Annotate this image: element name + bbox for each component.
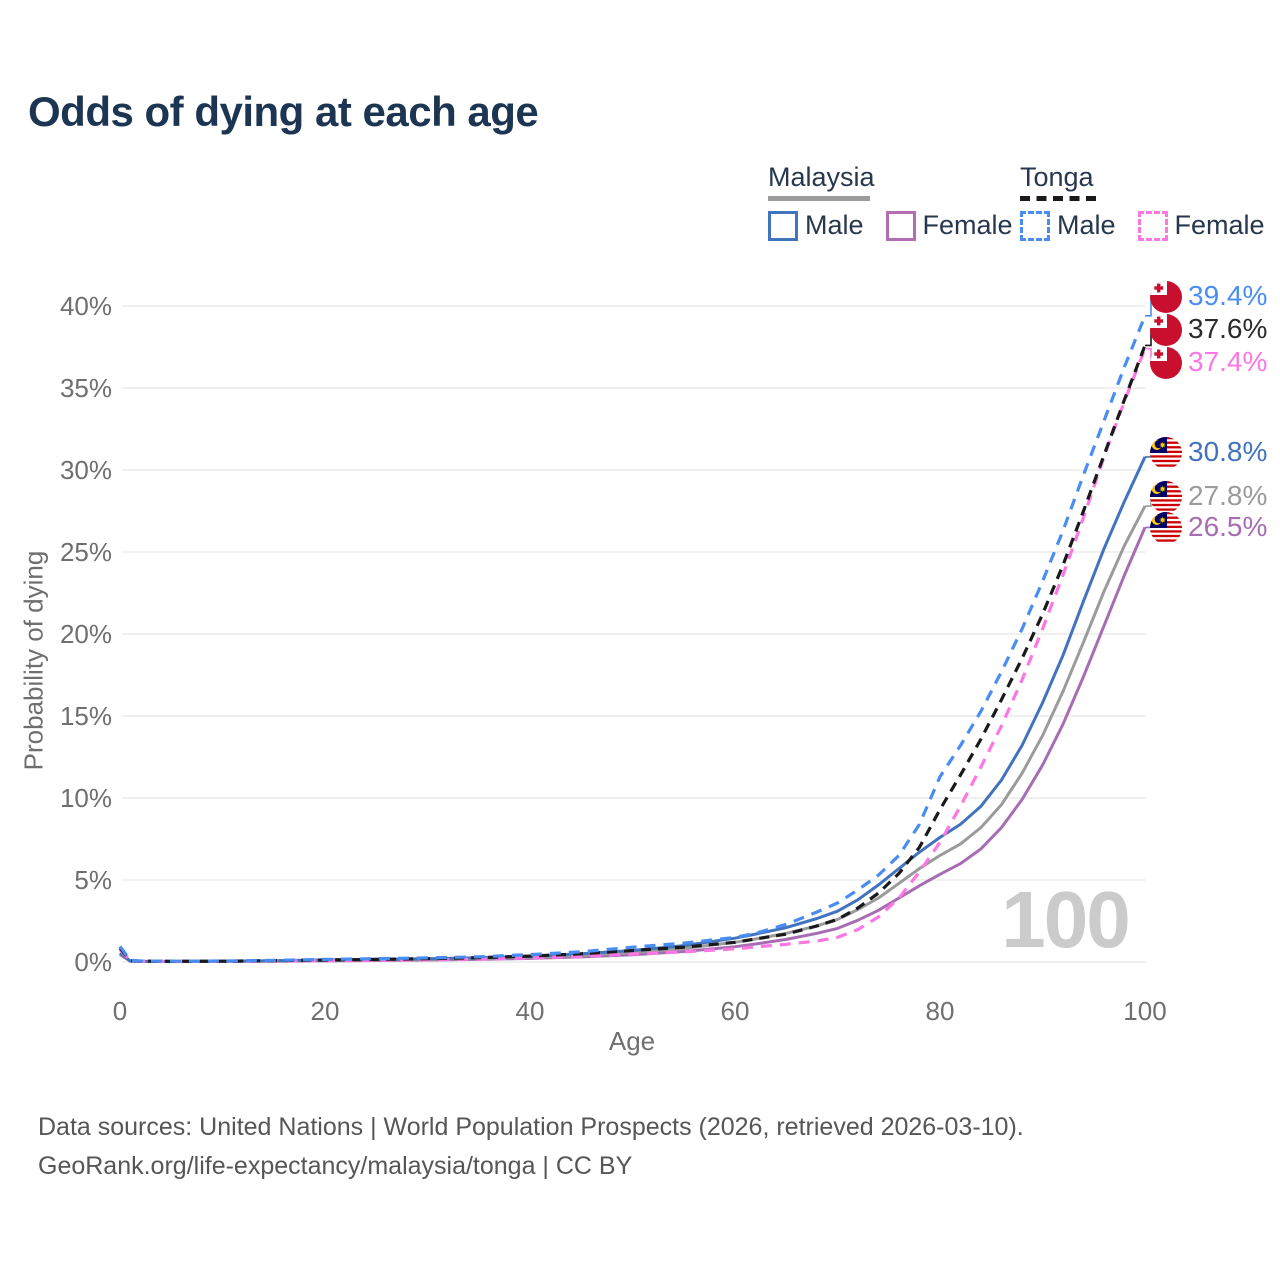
x-tick-label-100: 100 [1123,996,1167,1026]
legend-item-tonga-female[interactable]: Female [1137,210,1265,241]
x-tick-label-0: 0 [112,996,128,1026]
legend-item-malaysia-female[interactable]: Female [885,210,1013,241]
y-tick-label-0%: 0% [74,947,112,977]
end-value-label-malaysia-total: 27.8% [1188,480,1268,511]
x-tick-label-80: 80 [925,996,955,1026]
y-tick-label-30%: 30% [59,455,112,485]
legend-swatch-tonga-male [1020,210,1050,241]
legend-label-tonga-male: Male [1057,210,1116,240]
legend-row-malaysia: Male Female [768,210,1013,241]
series-line-malaysia-male[interactable] [119,456,1147,963]
legend-group-malaysia: Malaysia Male Female [768,162,1013,241]
legend-label-malaysia-male: Male [805,210,864,240]
series-line-tonga-male[interactable] [118,315,1147,963]
hover-age-watermark: 100 [1001,875,1130,964]
data-sources-line: Data sources: United Nations | World Pop… [38,1113,1024,1141]
y-tick-label-20%: 20% [59,619,112,649]
y-tick-label-40%: 40% [59,291,112,321]
legend-item-tonga-male[interactable]: Male [1020,210,1116,241]
x-tick-label-40: 40 [515,996,545,1026]
end-value-label-malaysia-female: 26.5% [1188,511,1268,542]
page-title: Odds of dying at each age [28,88,539,135]
legend-country-label-malaysia: Malaysia [768,162,875,192]
legend-swatch-malaysia-male [768,210,798,241]
y-tick-label-15%: 15% [59,701,112,731]
x-axis-title: Age [608,1026,656,1056]
y-tick-label-10%: 10% [59,783,112,813]
tonga-flag-icon [1150,314,1182,346]
y-tick-label-35%: 35% [59,373,112,403]
malaysia-flag-icon [1150,437,1182,469]
series-line-malaysia-total[interactable] [119,505,1147,963]
footer: Data sources: United Nations | World Pop… [38,1108,1024,1186]
legend-country-label-tonga: Tonga [1020,162,1094,192]
tonga-flag-icon [1150,347,1182,379]
end-value-label-malaysia-male: 30.8% [1188,436,1268,467]
legend-line-sample-malaysia [768,196,870,201]
y-axis-title: Probability of dying [18,550,49,771]
x-tick-label-20: 20 [310,996,340,1026]
x-tick-label-60: 60 [720,996,750,1026]
legend-row-tonga: Male Female [1020,210,1265,241]
legend-swatch-malaysia-female [885,210,916,241]
attribution-line: GeoRank.org/life-expectancy/malaysia/ton… [38,1152,633,1180]
end-value-label-tonga-male: 39.4% [1188,280,1268,311]
legend-label-malaysia-female: Female [922,210,1013,240]
malaysia-flag-icon [1150,481,1182,513]
end-value-label-tonga-female: 37.4% [1188,346,1268,377]
legend-line-sample-tonga [1020,196,1096,201]
end-value-label-tonga-total: 37.6% [1188,313,1268,344]
legend-label-tonga-female: Female [1174,210,1265,240]
y-tick-label-25%: 25% [59,537,112,567]
tonga-flag-icon [1150,281,1182,313]
y-tick-label-5%: 5% [74,865,112,895]
malaysia-flag-icon [1150,512,1182,544]
series-line-tonga-female[interactable] [118,348,1147,963]
legend-item-malaysia-male[interactable]: Male [768,210,864,241]
series-line-tonga-total[interactable] [118,344,1147,963]
legend-group-tonga: Tonga Male Female [1020,162,1265,241]
legend-swatch-tonga-female [1137,210,1168,241]
